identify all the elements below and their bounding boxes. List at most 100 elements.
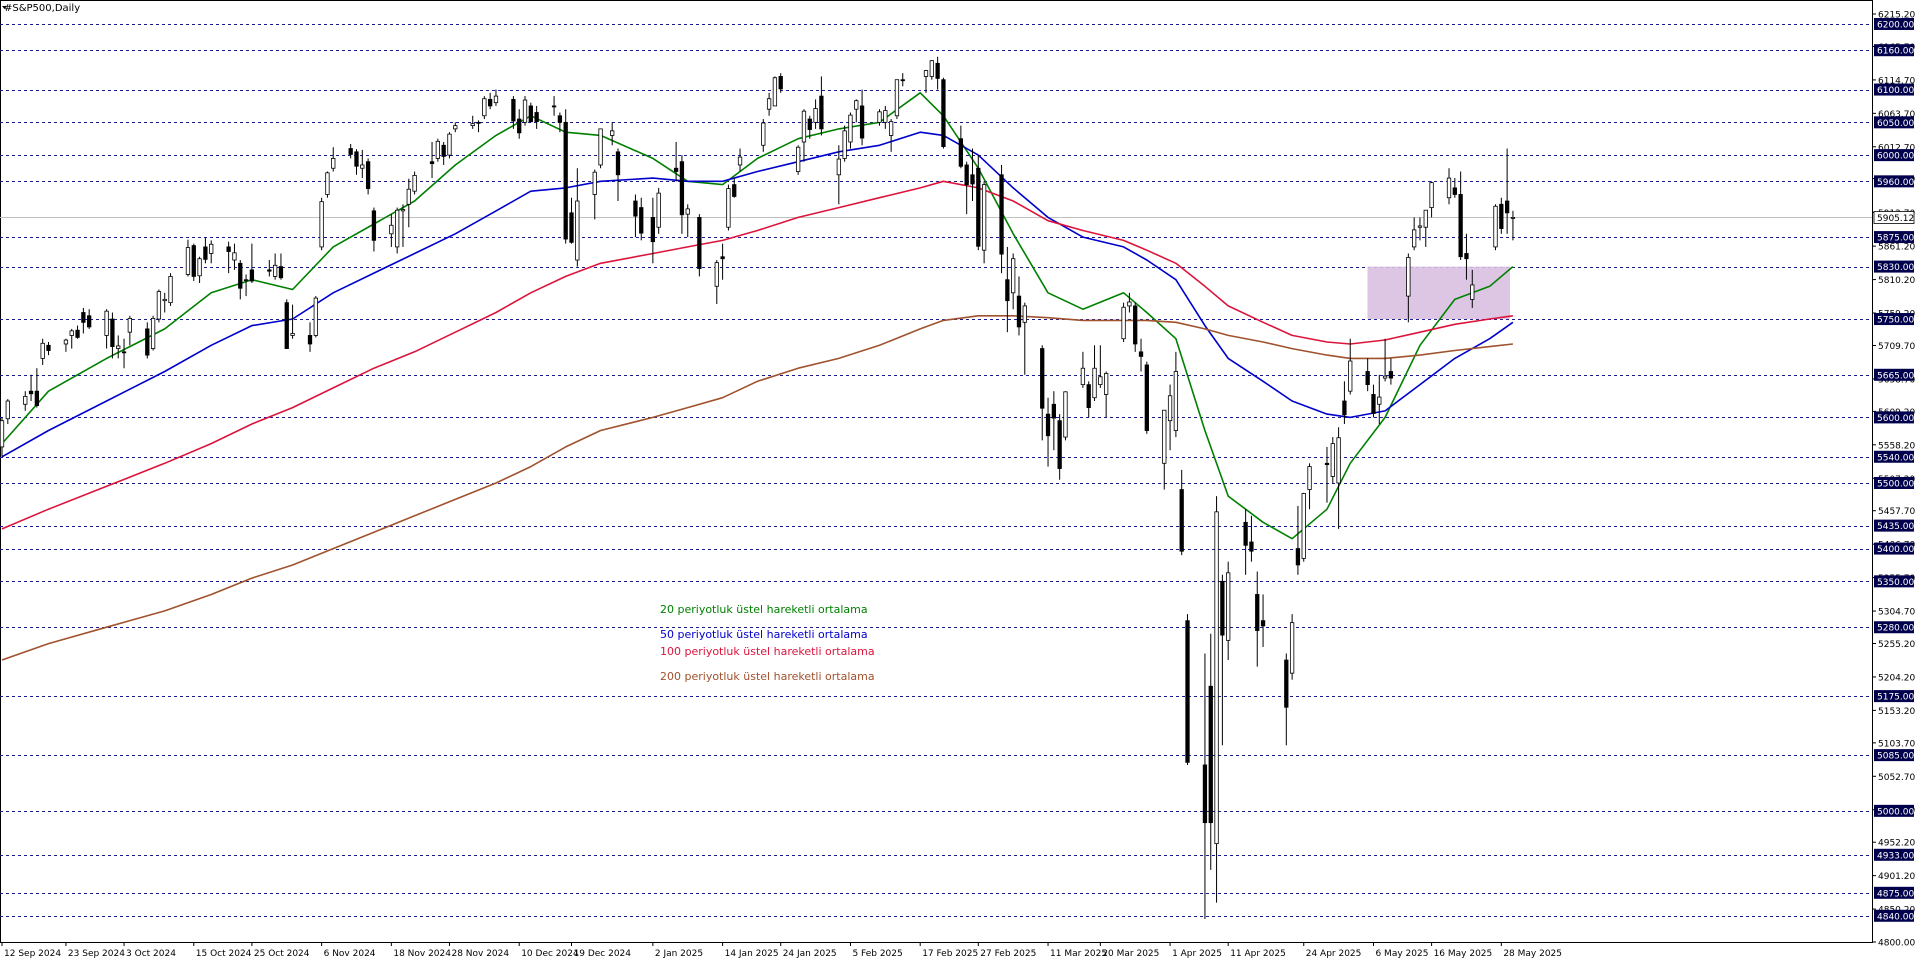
level-label: 5665.00 — [1877, 371, 1914, 381]
candle-bull — [493, 95, 499, 104]
candle-bear — [1324, 462, 1330, 466]
candle-bear — [732, 184, 737, 197]
candle-bull — [883, 110, 888, 123]
level-label-box — [1874, 476, 1914, 489]
candle-bull — [185, 247, 191, 275]
candle-bull — [104, 310, 109, 336]
legend-ema50: 50 periyotluk üstel hareketli ortalama — [660, 628, 868, 641]
candle-bear — [1255, 594, 1260, 631]
level-label: 5435.00 — [1877, 522, 1914, 532]
candle-bear — [1138, 351, 1144, 357]
candle-bull — [331, 157, 336, 169]
candle-bull — [1330, 443, 1335, 477]
candle-bear — [563, 121, 568, 240]
candle-bear — [121, 351, 127, 354]
date-label: 10 Dec 2024 — [521, 949, 579, 959]
candle-bull — [435, 140, 440, 159]
candle-bear — [819, 95, 824, 130]
candle-bear — [1016, 295, 1022, 328]
level-label-box — [1874, 313, 1914, 326]
candle-bull — [1336, 437, 1341, 484]
candle-bull — [23, 396, 28, 405]
candle-bull — [1289, 622, 1295, 674]
candle-bull — [796, 146, 801, 172]
candle-bull — [1214, 511, 1219, 845]
price-tick-label: 5255.20 — [1878, 640, 1915, 650]
candle-bull — [1429, 182, 1434, 208]
candle-bear — [1086, 384, 1091, 408]
price-tick-label: 4952.20 — [1878, 839, 1915, 849]
candle-bull — [522, 99, 528, 123]
candle-bear — [1220, 580, 1225, 636]
candle-bull — [888, 121, 894, 136]
candle-bull — [232, 252, 237, 261]
legend-ema200: 200 periyotluk üstel hareketli ortalama — [660, 670, 875, 683]
price-tick-label: 5052.70 — [1878, 773, 1915, 783]
candle-bear — [935, 62, 940, 79]
candle-bear — [1464, 253, 1469, 260]
price-tick-label: 5810.20 — [1878, 276, 1915, 286]
level-label-box — [1874, 231, 1914, 244]
price-tick-label: 6012.70 — [1878, 143, 1915, 153]
candle-bear — [243, 279, 249, 282]
candle-bull — [1121, 306, 1126, 340]
candle-bull — [1226, 572, 1231, 641]
current-price-box — [1873, 211, 1915, 224]
candle-bull — [389, 224, 394, 235]
candle-bull — [766, 98, 772, 110]
candle-bull — [116, 345, 121, 349]
price-tick-label: 4901.20 — [1878, 872, 1915, 882]
level-label: 5500.00 — [1877, 479, 1914, 489]
candle-bear — [534, 112, 539, 123]
candle-bear — [87, 315, 92, 328]
current-price-label: 5905.12 — [1877, 214, 1914, 224]
date-label: 6 May 2025 — [1375, 949, 1428, 959]
candle-bear — [1295, 548, 1301, 566]
level-label: 6160.00 — [1877, 47, 1914, 57]
candle-bear — [528, 105, 533, 123]
candle-bull — [575, 200, 580, 261]
candle-bull — [1104, 373, 1109, 395]
date-label: 18 Nov 2024 — [393, 949, 451, 959]
level-label: 5600.00 — [1877, 414, 1914, 424]
candle-bear — [110, 318, 115, 347]
candle-bull — [453, 125, 458, 130]
candle-bull — [40, 342, 45, 359]
candle-bear — [75, 329, 80, 338]
date-label: 24 Jan 2025 — [783, 949, 837, 959]
candle-bull — [1417, 225, 1423, 228]
level-label-box — [1874, 542, 1914, 555]
candle-bull — [737, 156, 743, 166]
level-label-box — [1874, 804, 1914, 817]
candle-bull — [168, 276, 173, 304]
title-dropdown-icon — [2, 6, 7, 9]
candle-bull — [150, 317, 156, 349]
level-label: 6000.00 — [1877, 152, 1914, 162]
level-label-box — [1874, 749, 1914, 762]
candle-bear — [1243, 521, 1248, 546]
date-label: 11 Mar 2025 — [1050, 949, 1107, 959]
date-label: 3 Oct 2024 — [126, 949, 176, 959]
candle-bull — [5, 400, 10, 420]
level-label: 5350.00 — [1877, 578, 1914, 588]
level-label: 5830.00 — [1877, 263, 1914, 273]
candle-bear — [348, 148, 353, 155]
candle-bull — [1307, 466, 1312, 490]
ema-line-4 — [1, 314, 1513, 661]
candle-bear — [615, 151, 621, 176]
candle-bull — [1348, 360, 1353, 392]
level-label: 4933.00 — [1877, 851, 1914, 861]
candle-bull — [877, 111, 882, 123]
candle-bull — [1022, 305, 1027, 323]
candle-bear — [1499, 203, 1504, 229]
candle-bear — [365, 161, 371, 189]
price-tick-label: 5709.70 — [1878, 342, 1915, 352]
candle-bull — [1162, 409, 1167, 464]
candle-bull — [923, 70, 929, 77]
candle-bear — [970, 174, 975, 185]
price-tick-label: 5861.20 — [1878, 243, 1915, 253]
candle-bear — [697, 217, 702, 269]
candle-bear — [1005, 279, 1010, 302]
level-label-box — [1874, 149, 1914, 162]
